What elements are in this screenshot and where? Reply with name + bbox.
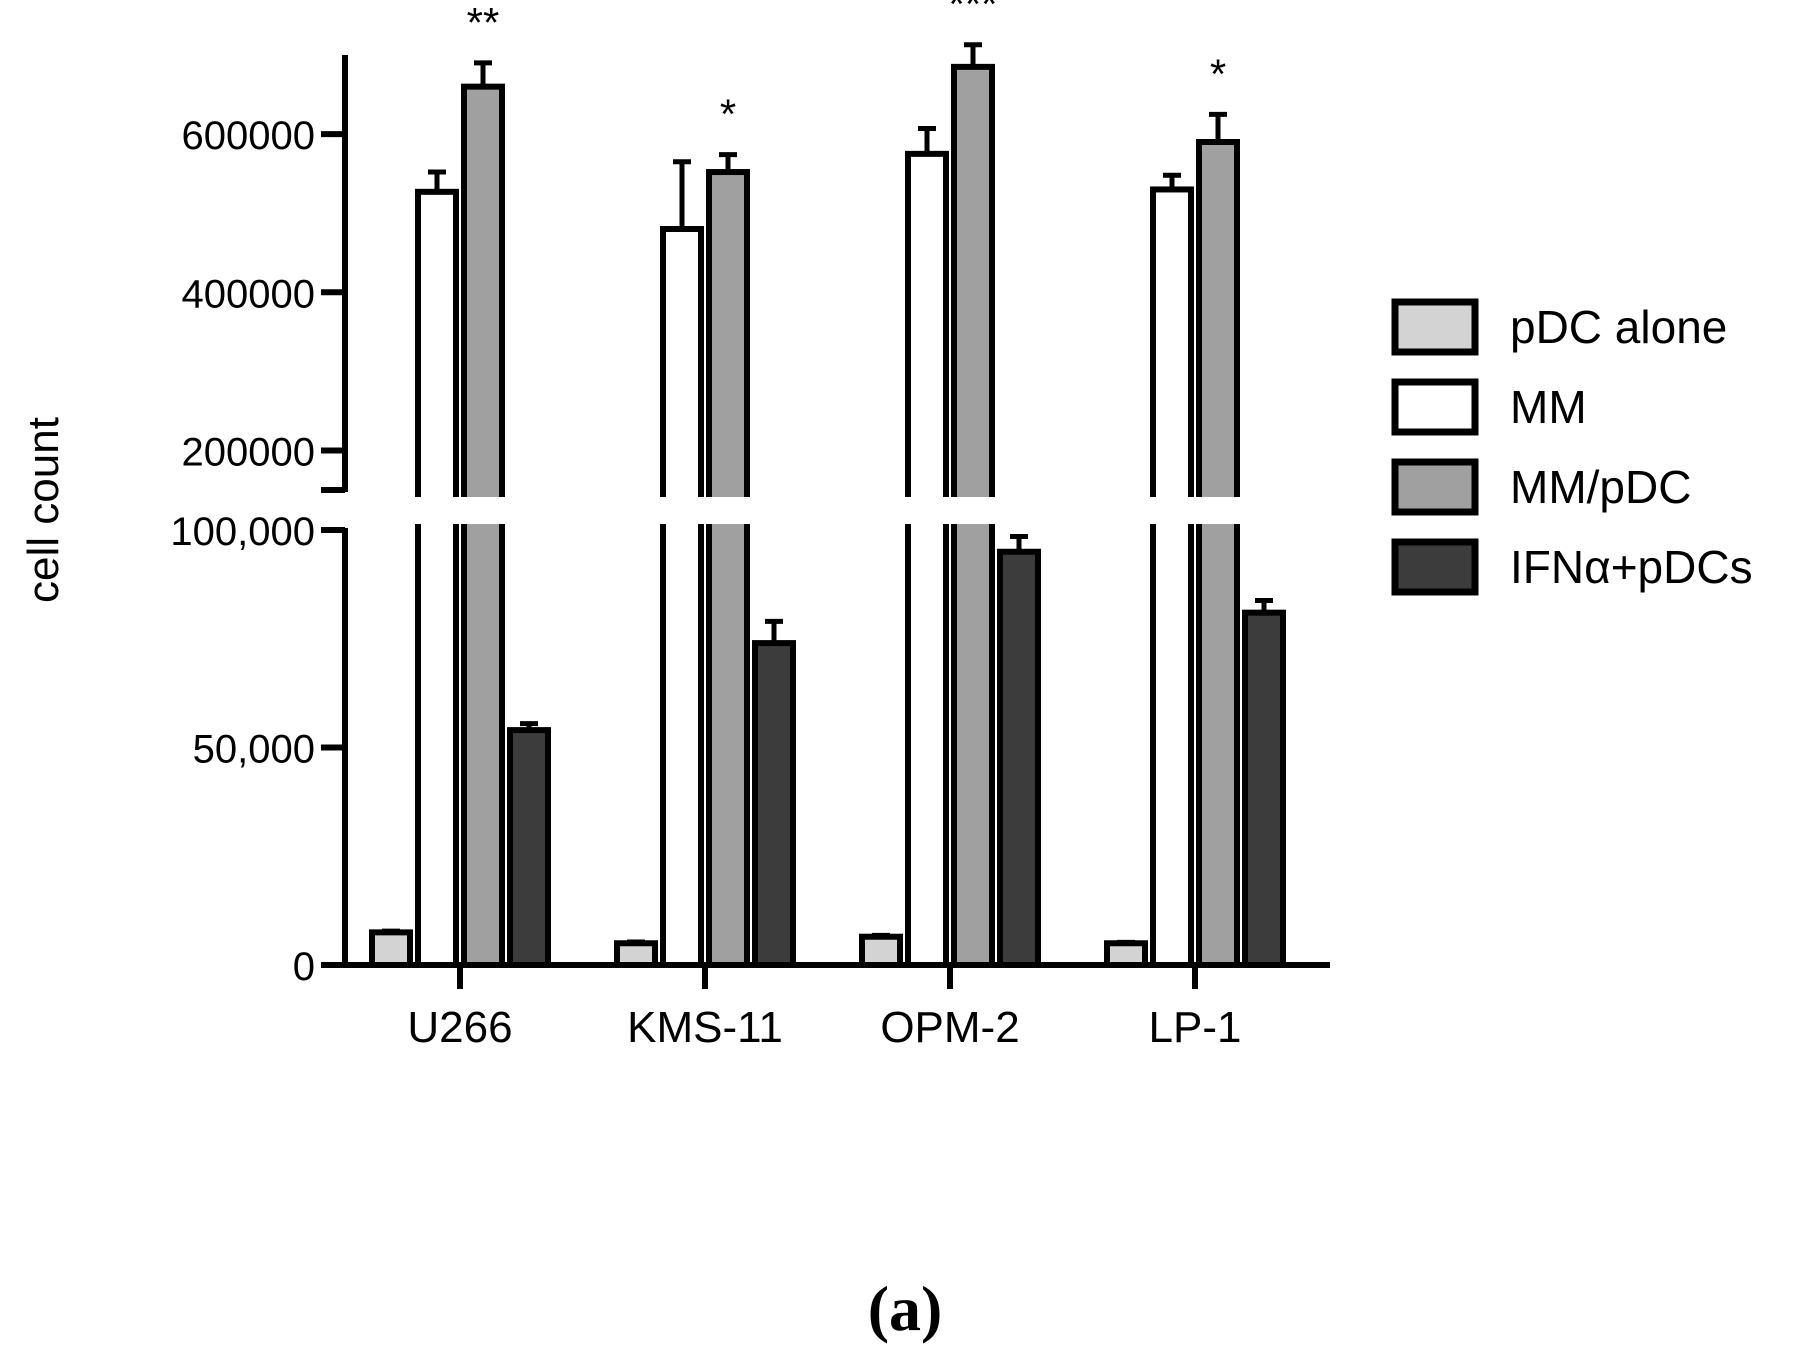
bar: [415, 188, 459, 968]
significance-marker: ***: [948, 0, 997, 28]
bar: [752, 640, 796, 968]
bar: [660, 226, 704, 968]
bar: [1104, 940, 1148, 968]
y-axis-label: cell count: [19, 417, 68, 603]
bar: [614, 940, 658, 968]
bar: [905, 150, 949, 968]
bar: [369, 929, 413, 968]
legend-swatch: [1391, 378, 1479, 436]
x-tick-label: U266: [407, 1003, 512, 1052]
bar: [507, 727, 551, 968]
x-tick-label: LP-1: [1149, 1003, 1242, 1052]
significance-marker: *: [720, 91, 736, 138]
legend-label: IFNα+pDCs: [1510, 541, 1753, 593]
bar: [859, 933, 903, 968]
x-tick-label: OPM-2: [880, 1003, 1019, 1052]
legend-label: MM/pDC: [1510, 461, 1691, 513]
legend-label: MM: [1510, 381, 1587, 433]
panel-label: (a): [868, 1273, 943, 1344]
axis-break-gap: [325, 497, 1325, 524]
y-tick-label: 50,000: [193, 728, 315, 772]
y-tick-label: 0: [293, 945, 315, 989]
legend-swatch: [1391, 298, 1479, 356]
legend-swatch: [1391, 458, 1479, 516]
legend: pDC alone MM MM/pDC IFNα+pDCs: [1391, 298, 1753, 596]
legend-label: pDC alone: [1510, 301, 1727, 353]
y-tick-label: 200000: [182, 430, 315, 474]
x-tick-label: KMS-11: [627, 1003, 783, 1052]
axes-layer: 0 50,000 100,000 200000 400000 600000 U266 KMS-…: [170, 55, 1330, 1052]
bars-layer: *******: [325, 0, 1325, 969]
y-tick-label: 100,000: [170, 510, 315, 554]
significance-marker: *: [1210, 50, 1226, 97]
y-tick-label: 400000: [182, 272, 315, 316]
bar: [706, 169, 750, 968]
significance-marker: **: [467, 0, 500, 46]
bar: [1196, 139, 1240, 968]
bar: [461, 83, 505, 969]
y-tick-label: 600000: [182, 114, 315, 158]
bar: [997, 548, 1041, 968]
bar: [1150, 186, 1194, 969]
bar: [1242, 609, 1286, 969]
legend-swatch: [1391, 538, 1479, 596]
